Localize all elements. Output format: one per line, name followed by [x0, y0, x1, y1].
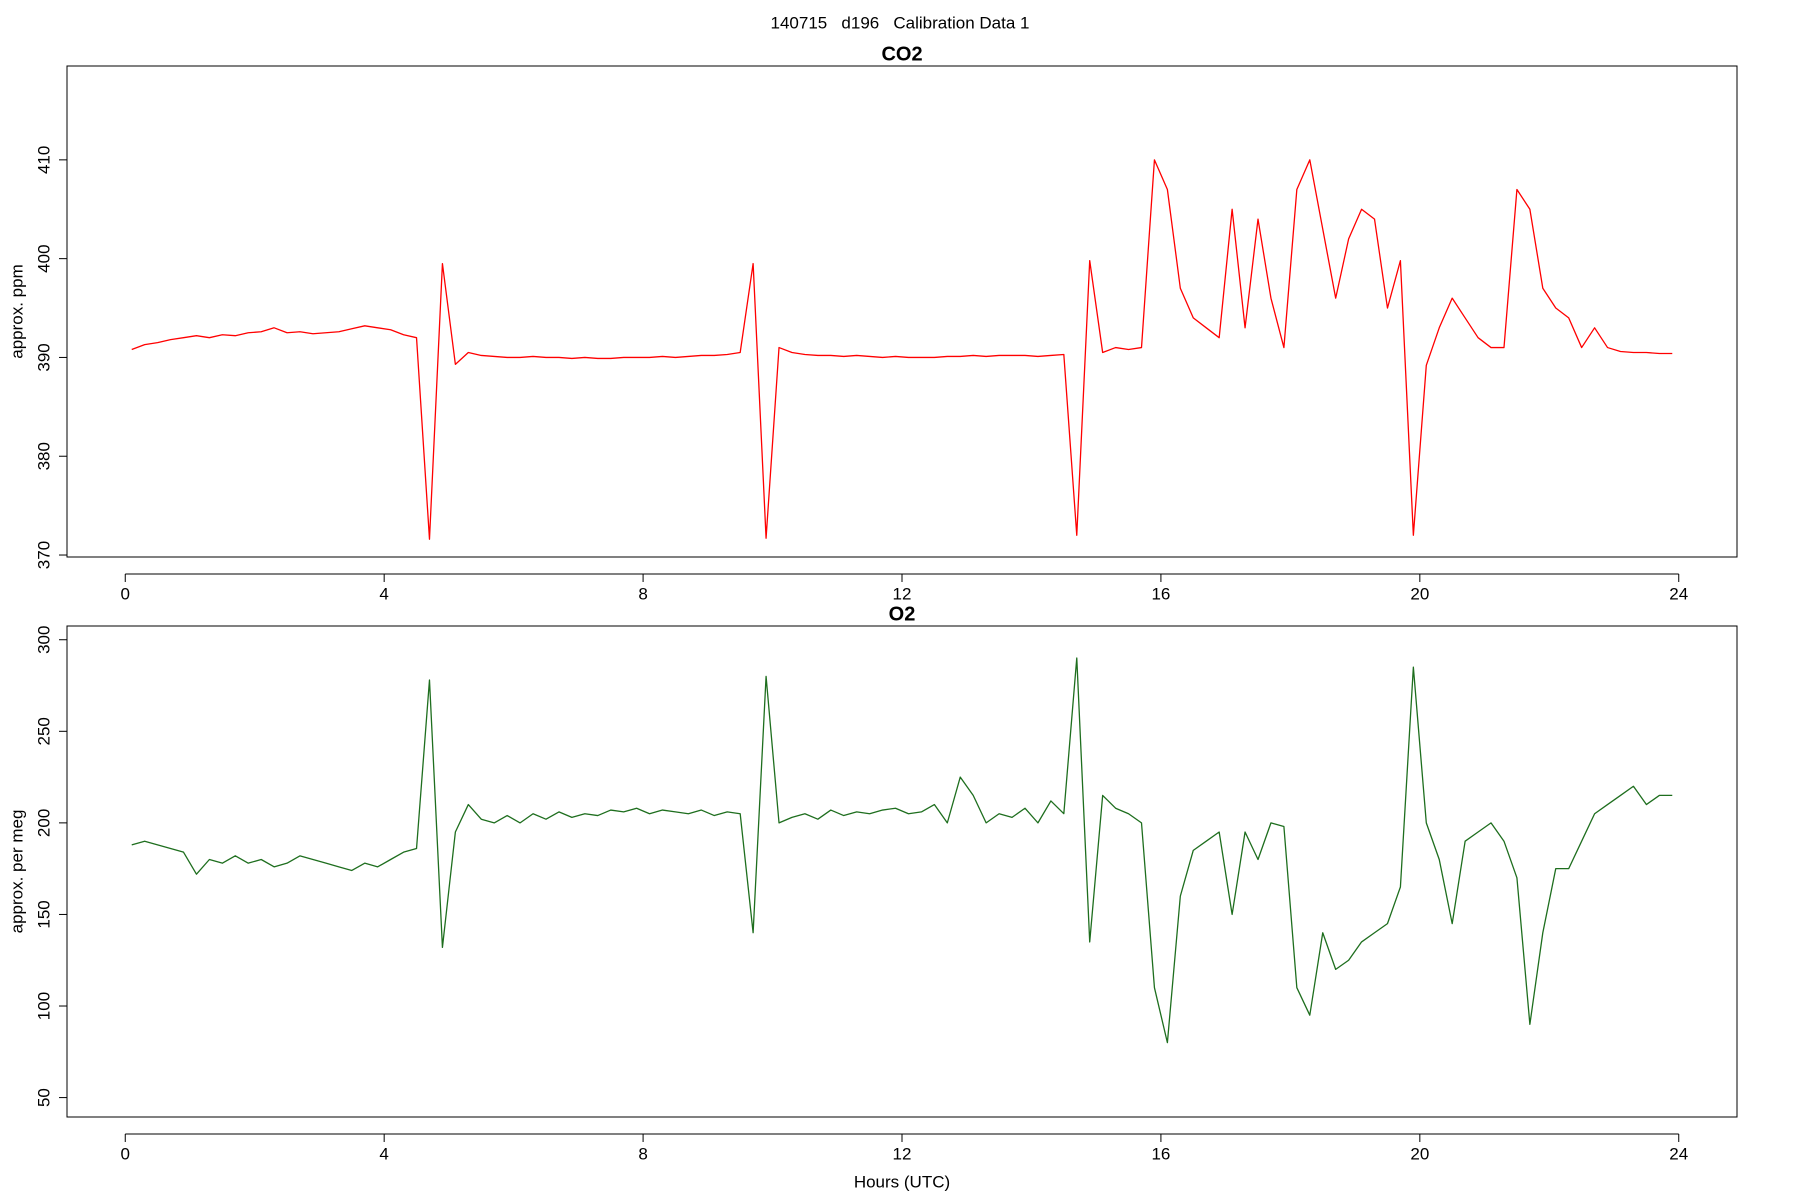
- y-tick-label: 390: [34, 343, 53, 371]
- y-tick-label: 150: [34, 900, 53, 928]
- plot-frame: [66, 625, 1738, 1118]
- x-tick-label: 24: [1669, 1144, 1688, 1163]
- y-tick-label: 370: [34, 541, 53, 569]
- x-tick-label: 16: [1151, 584, 1170, 603]
- y-tick-label: 200: [34, 809, 53, 837]
- y-tick-label: 380: [34, 442, 53, 470]
- x-tick-label: 20: [1410, 1144, 1429, 1163]
- chart-title: O2: [889, 603, 916, 625]
- figure-title: 140715 d196 Calibration Data 1: [771, 13, 1030, 32]
- x-tick-label: 0: [121, 1144, 130, 1163]
- chart-title: CO2: [881, 43, 922, 65]
- y-tick-label: 300: [34, 626, 53, 654]
- y-tick-label: 250: [34, 717, 53, 745]
- x-tick-label: 8: [638, 1144, 647, 1163]
- x-tick-label: 8: [638, 584, 647, 603]
- x-tick-label: 16: [1151, 1144, 1170, 1163]
- x-tick-label: 20: [1410, 584, 1429, 603]
- x-axis-label: Hours (UTC): [854, 1172, 950, 1191]
- x-tick-label: 24: [1669, 584, 1688, 603]
- y-axis-label: approx. ppm: [7, 264, 26, 359]
- x-tick-label: 4: [379, 584, 388, 603]
- y-tick-label: 410: [34, 146, 53, 174]
- x-tick-label: 0: [121, 584, 130, 603]
- y-tick-label: 100: [34, 992, 53, 1020]
- x-tick-label: 12: [893, 1144, 912, 1163]
- y-tick-label: 400: [34, 244, 53, 272]
- data-line: [131, 159, 1673, 540]
- x-tick-label: 4: [379, 1144, 388, 1163]
- data-line: [131, 657, 1673, 1044]
- y-tick-label: 50: [34, 1088, 53, 1107]
- plot-frame: [66, 65, 1738, 558]
- y-axis-label: approx. per meg: [7, 810, 26, 934]
- x-tick-label: 12: [893, 584, 912, 603]
